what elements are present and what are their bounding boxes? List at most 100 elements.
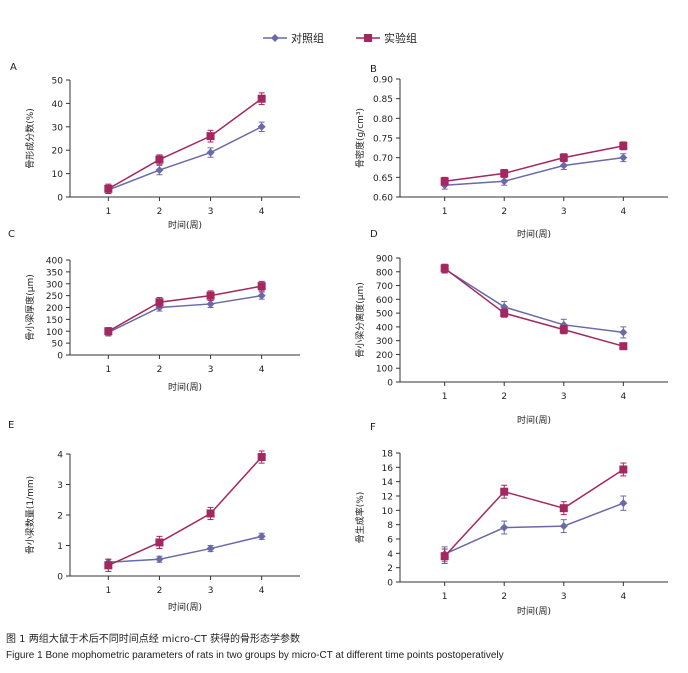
x-tick-label: 1 <box>442 392 448 402</box>
x-tick-label: 2 <box>501 207 507 217</box>
x-tick-label: 3 <box>561 592 567 602</box>
x-tick-label: 3 <box>208 207 214 217</box>
y-tick-label: 500 <box>376 310 393 320</box>
y-tick-label: 0 <box>57 194 63 204</box>
y-tick-label: 12 <box>382 493 393 503</box>
y-tick-label: 2 <box>387 564 393 574</box>
series-control <box>440 264 628 339</box>
x-tick-label: 4 <box>259 365 265 375</box>
y-tick-label: 0.70 <box>373 154 393 164</box>
y-tick-label: 0.65 <box>373 174 393 184</box>
y-tick-label: 300 <box>46 280 63 290</box>
y-tick-label: 8 <box>387 521 393 531</box>
series-line <box>108 456 263 567</box>
series-line <box>444 267 624 347</box>
data-point <box>257 453 266 462</box>
series-experiment <box>440 462 628 564</box>
legend-experiment-marker <box>356 34 380 42</box>
data-point <box>619 153 628 162</box>
series-control <box>104 532 266 567</box>
y-tick-label: 18 <box>382 450 394 460</box>
y-tick-label: 0 <box>387 379 393 389</box>
x-axis-label: 时间(周) <box>168 381 202 393</box>
y-axis-label: 骨生成率(%) <box>354 492 366 544</box>
y-tick-label: 20 <box>52 147 64 157</box>
data-point <box>559 325 568 334</box>
y-tick-label: 900 <box>376 255 393 265</box>
x-tick-label: 1 <box>105 207 111 217</box>
data-point <box>206 299 215 308</box>
series-line <box>444 502 624 555</box>
data-point <box>500 523 509 532</box>
data-point <box>155 555 164 564</box>
series-line <box>444 145 624 183</box>
series-line <box>108 535 262 564</box>
legend-control: 对照组 <box>262 30 324 46</box>
data-point <box>104 184 113 193</box>
legend-experiment: 实验组 <box>355 30 417 46</box>
panel-label: D <box>370 229 378 240</box>
caption-english: Figure 1 Bone mophometric parameters of … <box>6 650 504 661</box>
y-axis-label: 骨小梁数量(1/mm) <box>24 476 36 554</box>
x-axis-label: 时间(周) <box>168 219 202 231</box>
y-tick-label: 250 <box>46 292 63 302</box>
y-tick-label: 600 <box>376 296 393 306</box>
y-tick-label: 0.75 <box>373 135 393 145</box>
y-tick-label: 0.60 <box>373 194 393 204</box>
x-axis-label: 时间(周) <box>517 605 551 617</box>
caption-chinese: 图 1 两组大鼠于术后不同时间点经 micro-CT 获得的骨形态学参数 <box>6 634 300 645</box>
data-point <box>440 552 449 561</box>
panel-label: C <box>8 229 15 240</box>
data-point <box>619 465 628 474</box>
series-line <box>444 268 624 334</box>
x-tick-label: 4 <box>259 207 265 217</box>
data-point <box>559 153 568 162</box>
x-tick-label: 1 <box>442 207 448 217</box>
y-tick-label: 0.85 <box>373 95 393 105</box>
x-axis-label: 时间(周) <box>517 228 551 240</box>
series-control <box>104 121 266 194</box>
y-tick-label: 1 <box>57 542 63 552</box>
series-experiment <box>440 141 628 186</box>
y-tick-label: 14 <box>382 478 394 488</box>
y-tick-label: 300 <box>376 337 393 347</box>
y-tick-label: 30 <box>52 123 64 133</box>
x-tick-label: 4 <box>620 592 626 602</box>
panel-e: E 0 1 2 3 4 1 2 3 4 时间(周) 骨小梁数量(1/mm) <box>8 420 300 613</box>
data-point <box>559 504 568 513</box>
x-tick-label: 2 <box>501 592 507 602</box>
data-point <box>440 264 449 273</box>
data-point <box>619 141 628 150</box>
data-point <box>257 122 266 131</box>
panel-label: A <box>10 62 17 73</box>
data-point <box>206 509 215 518</box>
series-experiment <box>104 280 266 336</box>
y-tick-label: 800 <box>376 268 393 278</box>
y-tick-label: 0 <box>387 579 393 589</box>
y-tick-label: 0 <box>57 352 63 362</box>
y-tick-label: 400 <box>376 323 393 333</box>
data-point <box>559 161 568 170</box>
x-tick-label: 3 <box>561 207 567 217</box>
data-point <box>155 298 164 307</box>
x-axis-label: 时间(周) <box>517 414 551 426</box>
y-tick-label: 50 <box>52 340 64 350</box>
data-point <box>257 291 266 300</box>
legend-experiment-label: 实验组 <box>384 32 417 45</box>
panel-b: B 0.60 0.65 0.70 0.75 0.80 0.85 0.90 1 2 3 4 时间(周) 骨密… <box>354 64 668 240</box>
series-line <box>108 294 262 334</box>
x-tick-label: 2 <box>157 207 163 217</box>
y-tick-label: 10 <box>52 170 64 180</box>
series-control <box>440 153 628 190</box>
data-point <box>619 328 628 337</box>
data-point <box>619 342 628 351</box>
y-axis-label: 骨形成分数(%) <box>24 108 36 169</box>
series-experiment <box>440 263 628 351</box>
x-tick-label: 1 <box>105 365 111 375</box>
data-point <box>206 148 215 157</box>
series-line <box>444 468 624 557</box>
data-point <box>206 291 215 300</box>
data-point <box>104 561 113 570</box>
y-tick-label: 3 <box>57 481 63 491</box>
